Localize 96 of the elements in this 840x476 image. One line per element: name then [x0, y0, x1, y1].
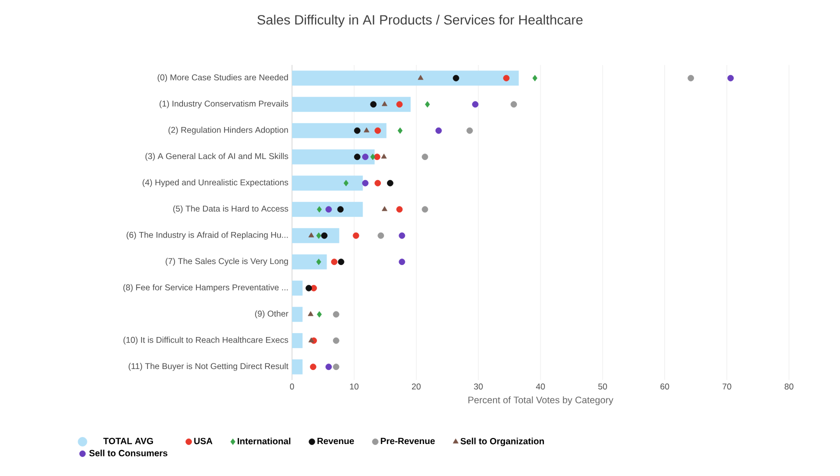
bar	[292, 333, 303, 348]
bar	[292, 176, 363, 191]
point	[378, 232, 384, 239]
point	[435, 127, 442, 134]
x-tick-label: 50	[598, 384, 607, 390]
point	[396, 101, 403, 108]
point	[316, 258, 322, 266]
bar	[292, 96, 411, 112]
bar	[292, 254, 327, 270]
y-tick-label: (11) The Buyer is Not Getting Direct Result	[128, 362, 288, 371]
x-tick-label: 30	[474, 384, 483, 390]
point	[386, 180, 394, 186]
point	[310, 284, 317, 292]
point	[331, 258, 338, 266]
legend-label: Sell to Organization	[460, 438, 544, 446]
point	[370, 101, 377, 108]
y-tick-label: (1) Industry Conservatism Prevails	[160, 100, 288, 108]
y-tick-label: (6) The Industry is Afraid of Replacing Hu...	[126, 232, 288, 240]
point	[418, 74, 424, 80]
point	[332, 364, 340, 370]
y-tick-label: (0) More Case Studies are Needed	[158, 74, 288, 82]
point	[398, 127, 403, 134]
point	[510, 101, 517, 108]
point	[503, 74, 510, 82]
x-tick-label: 0	[290, 384, 294, 390]
point	[306, 284, 312, 292]
point	[325, 206, 332, 213]
point	[308, 337, 314, 342]
x-tick-label: 60	[660, 384, 670, 390]
point	[338, 258, 344, 266]
point	[362, 180, 369, 186]
y-tick-label: (5) The Data is Hard to Access	[173, 205, 288, 214]
point	[374, 154, 380, 160]
point	[364, 127, 370, 132]
point	[422, 154, 428, 160]
x-tick-label: 40	[536, 384, 545, 390]
legend-label: USA	[194, 438, 212, 444]
point	[422, 206, 428, 213]
point	[316, 232, 322, 239]
point	[396, 206, 403, 213]
point	[362, 154, 369, 160]
y-tick-label: (8) Fee for Service Hampers Preventative ...	[123, 284, 288, 292]
legend-label: TOTAL AVG	[103, 438, 153, 444]
legend-label: Pre-Revenue	[380, 438, 435, 444]
point	[398, 232, 406, 239]
point	[352, 232, 360, 239]
point	[688, 74, 694, 82]
point	[452, 74, 460, 82]
point	[727, 74, 734, 82]
legend-label: International	[238, 438, 290, 444]
legend-label: Sell to Consumers	[89, 450, 168, 456]
bar	[292, 306, 303, 322]
bar	[292, 70, 519, 86]
legend-label: Revenue	[318, 438, 354, 444]
point	[308, 232, 314, 238]
x-tick-label: 70	[722, 384, 732, 390]
point	[532, 74, 538, 82]
point	[382, 206, 388, 212]
bar	[292, 149, 375, 164]
point	[424, 101, 430, 108]
x-tick-label: 10	[350, 384, 359, 390]
point	[398, 258, 406, 266]
y-tick-label: (10) It is Difficult to Reach Healthcare Execs	[124, 336, 288, 345]
point	[316, 311, 322, 318]
point	[466, 127, 473, 134]
point	[374, 180, 381, 186]
y-tick-label: (3) A General Lack of AI and ML Skills	[145, 152, 288, 161]
y-tick-label: (4) Hyped and Unrealistic Expectations	[142, 179, 288, 188]
x-tick-label: 80	[784, 384, 794, 390]
point	[354, 127, 360, 134]
point	[325, 364, 332, 370]
x-axis-title: Percent of Total Votes by Category	[468, 396, 614, 406]
bar	[292, 123, 386, 138]
bar	[292, 228, 340, 244]
bar	[292, 202, 363, 217]
point	[472, 101, 478, 108]
y-tick-label: (2) Regulation Hinders Adoption	[168, 126, 288, 135]
point	[382, 101, 388, 106]
chart-title: Sales Difficulty in AI Products / Services for Healthcare	[257, 14, 583, 28]
point	[332, 337, 340, 344]
point	[316, 206, 322, 213]
point	[310, 364, 316, 370]
y-tick-label: (9) Other	[255, 310, 288, 318]
y-tick-label: (7) The Sales Cycle is Very Long	[166, 258, 288, 266]
point	[370, 154, 376, 160]
point	[354, 154, 360, 160]
point	[321, 232, 328, 239]
point	[337, 206, 344, 213]
x-tick-label: 20	[412, 384, 421, 390]
point	[374, 127, 381, 134]
point	[332, 311, 340, 318]
point	[308, 311, 314, 316]
bar	[292, 359, 303, 374]
point	[344, 180, 349, 186]
point	[381, 154, 387, 159]
bar	[292, 280, 303, 296]
